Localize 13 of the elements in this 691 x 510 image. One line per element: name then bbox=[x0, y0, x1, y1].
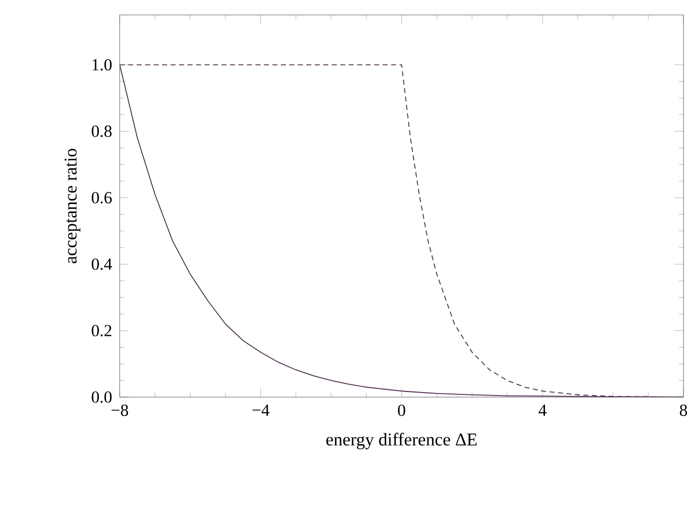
x-axis-title: energy difference ΔE bbox=[326, 432, 477, 450]
x-tick-label: −4 bbox=[252, 404, 270, 416]
y-tick-label: 0.2 bbox=[92, 324, 112, 336]
y-tick-label: 0.8 bbox=[92, 126, 112, 138]
y-tick-label: 1.0 bbox=[92, 59, 112, 71]
y-tick-label: 0.4 bbox=[92, 258, 112, 270]
x-tick-label: 0 bbox=[398, 404, 406, 416]
y-tick-label: 0.0 bbox=[92, 391, 112, 403]
x-tick-label: 4 bbox=[538, 404, 546, 416]
y-tick-label: 0.6 bbox=[92, 192, 112, 204]
x-tick-label: 8 bbox=[680, 404, 688, 416]
y-axis-title: acceptance ratio bbox=[64, 148, 80, 264]
x-tick-label: −8 bbox=[112, 404, 128, 416]
